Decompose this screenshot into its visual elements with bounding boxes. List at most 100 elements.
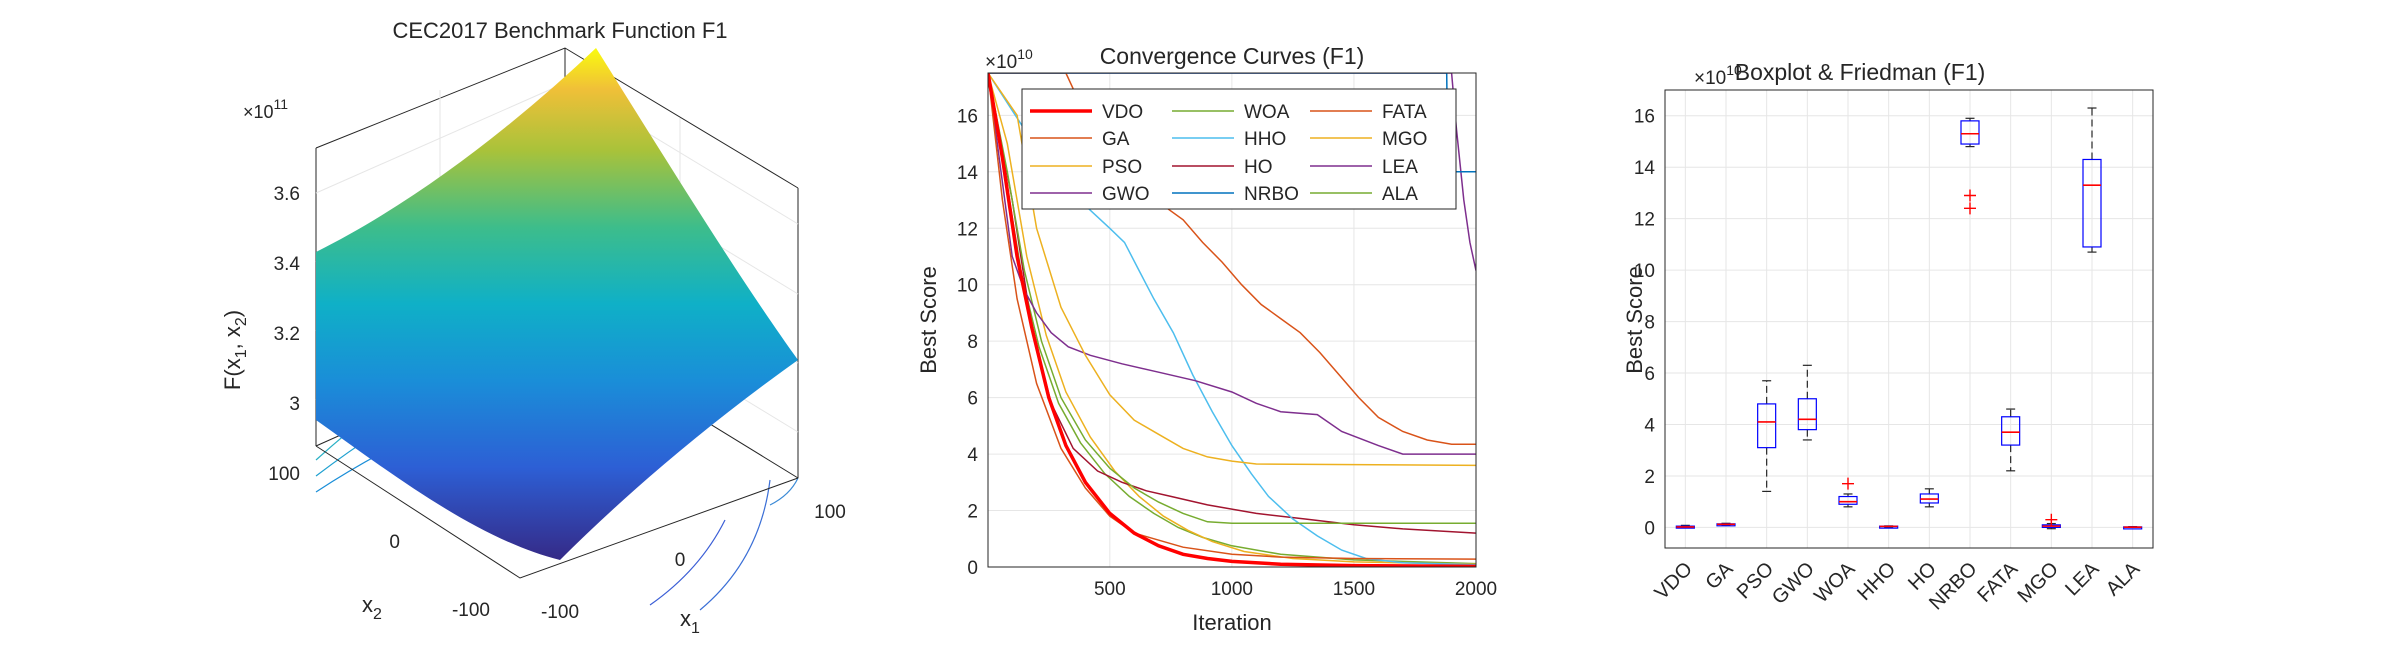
boxplot-y-label: Best Score: [1622, 266, 1647, 374]
box-gwo: [1797, 364, 1817, 441]
x-tick-label: 500: [1094, 579, 1126, 600]
y-tick-label: 8: [1644, 313, 1655, 334]
z-tick-label: 3.2: [274, 324, 300, 345]
surface-mesh: [316, 48, 798, 560]
convergence-panel: Convergence Curves (F1) ×1010 500 1000 150…: [916, 43, 1497, 635]
box-ho: [1919, 488, 1939, 508]
y-tick-label: 14: [957, 163, 979, 184]
outlier-marker: [2045, 513, 2058, 526]
box-body: [1757, 403, 1777, 449]
box-body: [2001, 416, 2021, 446]
series-line-ga: [988, 73, 1476, 560]
box-body: [2082, 158, 2102, 248]
x-tick-label-fata: FATA: [1973, 558, 2022, 607]
legend-label-lea: LEA: [1382, 157, 1418, 178]
box-fata: [2001, 408, 2021, 472]
legend-label-vdo: VDO: [1102, 102, 1143, 123]
outlier-marker: [1964, 202, 1976, 215]
y-tick-label: 6: [1644, 364, 1655, 385]
box-lea: [2082, 107, 2102, 253]
series-line-hho: [988, 73, 1476, 566]
legend-label-hho: HHO: [1244, 129, 1286, 150]
boxplot-title: Boxplot & Friedman (F1): [1735, 59, 1986, 85]
outlier-marker: [1842, 477, 1854, 490]
x-tick-label-woa: WOA: [1810, 558, 1860, 608]
x-tick-label-mgo: MGO: [2014, 558, 2063, 607]
y-tick-label: 6: [967, 389, 978, 410]
x1-tick-labels: -100 0 100: [541, 502, 846, 623]
x2-tick-label: 100: [268, 464, 300, 485]
y-tick-label: 12: [957, 219, 978, 240]
boxplot-exponent: ×1010: [1694, 62, 1742, 89]
x-tick-label: 1500: [1333, 579, 1375, 600]
convergence-plot-area: [987, 72, 1477, 568]
y-tick-label: 12: [1634, 210, 1655, 231]
surface-exponent: ×1011: [243, 96, 288, 122]
y-tick-label: 16: [957, 106, 978, 127]
x2-tick-label: -100: [452, 600, 490, 621]
x1-axis-label: x1: [680, 606, 700, 637]
convergence-y-ticks: 0 2 4 6 8 10 12 14 16: [957, 106, 979, 579]
box-body: [1797, 398, 1817, 431]
convergence-x-ticks: 500 1000 1500 2000: [1094, 579, 1497, 600]
convergence-legend: VDO GA PSO GWO WOA HHO HO NRBO FATA MGO LEA ALA: [1021, 88, 1457, 210]
y-tick-label: 10: [957, 276, 978, 297]
x1-tick-label: 0: [675, 550, 686, 571]
y-tick-label: 16: [1634, 107, 1655, 128]
box-ga: [1716, 522, 1736, 527]
z-tick-label: 3: [289, 394, 300, 415]
box-body: [1838, 495, 1858, 505]
x-tick-label-hho: HHO: [1853, 558, 1900, 605]
legend-label-nrbo: NRBO: [1244, 184, 1299, 205]
boxplot-grid: [1665, 90, 2153, 548]
series-line-lea: [988, 73, 1476, 271]
surface-floor: [315, 445, 799, 579]
y-tick-label: 2: [967, 502, 978, 523]
surface-panel: CEC2017 Benchmark Function F1: [220, 18, 846, 637]
series-line-gwo: [988, 73, 1476, 455]
box-woa: [1838, 477, 1858, 508]
x-tick-label-gwo: GWO: [1768, 558, 1819, 609]
z-tick-labels: 3 3.2 3.4 3.6: [274, 184, 301, 415]
series-line-pso: [988, 73, 1476, 467]
series-line-vdo: [988, 73, 1476, 567]
z-axis-label: F(x1, x2): [220, 310, 250, 390]
convergence-exponent: ×1010: [985, 46, 1033, 73]
y-tick-label: 2: [1644, 467, 1655, 488]
x-tick-label: 2000: [1455, 579, 1497, 600]
x2-tick-label: 0: [389, 532, 400, 553]
box-mgo: [2041, 513, 2061, 530]
convergence-title: Convergence Curves (F1): [1100, 43, 1365, 69]
series-line-woa: [988, 73, 1476, 524]
y-tick-label: 0: [967, 558, 978, 579]
legend-label-woa: WOA: [1244, 102, 1290, 123]
legend-label-pso: PSO: [1102, 157, 1142, 178]
outlier-marker: [1964, 189, 1976, 202]
boxplot-panel: Boxplot & Friedman (F1) ×1010 0 2 4 6 8 10 12 1…: [1622, 59, 2154, 615]
y-tick-label: 0: [1644, 518, 1655, 539]
x-tick-label-vdo: VDO: [1651, 558, 1697, 604]
legend-entries: VDO GA PSO GWO WOA HHO HO NRBO FATA MGO LEA ALA: [1030, 102, 1427, 205]
legend-label-fata: FATA: [1382, 102, 1427, 123]
z-tick-label: 3.6: [274, 184, 300, 205]
convergence-x-label: Iteration: [1192, 610, 1272, 635]
box-body: [1960, 120, 1980, 145]
legend-label-mgo: MGO: [1382, 129, 1427, 150]
convergence-y-label: Best Score: [916, 266, 941, 374]
boxplot-y-ticks: 0 2 4 6 8 10 12 14 16: [1634, 107, 1656, 540]
boxplot-boxes: [1675, 107, 2143, 530]
box-ala: [2123, 526, 2143, 530]
box-hho: [1879, 525, 1899, 529]
surface-title: CEC2017 Benchmark Function F1: [392, 18, 727, 43]
y-tick-label: 8: [967, 332, 978, 353]
x-tick-label-ala: ALA: [2102, 558, 2145, 601]
legend-label-ga: GA: [1102, 129, 1130, 150]
legend-box: [1021, 88, 1457, 210]
y-tick-label: 10: [1634, 261, 1655, 282]
convergence-lines: [988, 73, 1476, 567]
x2-axis-label: x2: [362, 592, 382, 623]
box-vdo: [1675, 524, 1695, 529]
x1-tick-label: 100: [814, 502, 846, 523]
